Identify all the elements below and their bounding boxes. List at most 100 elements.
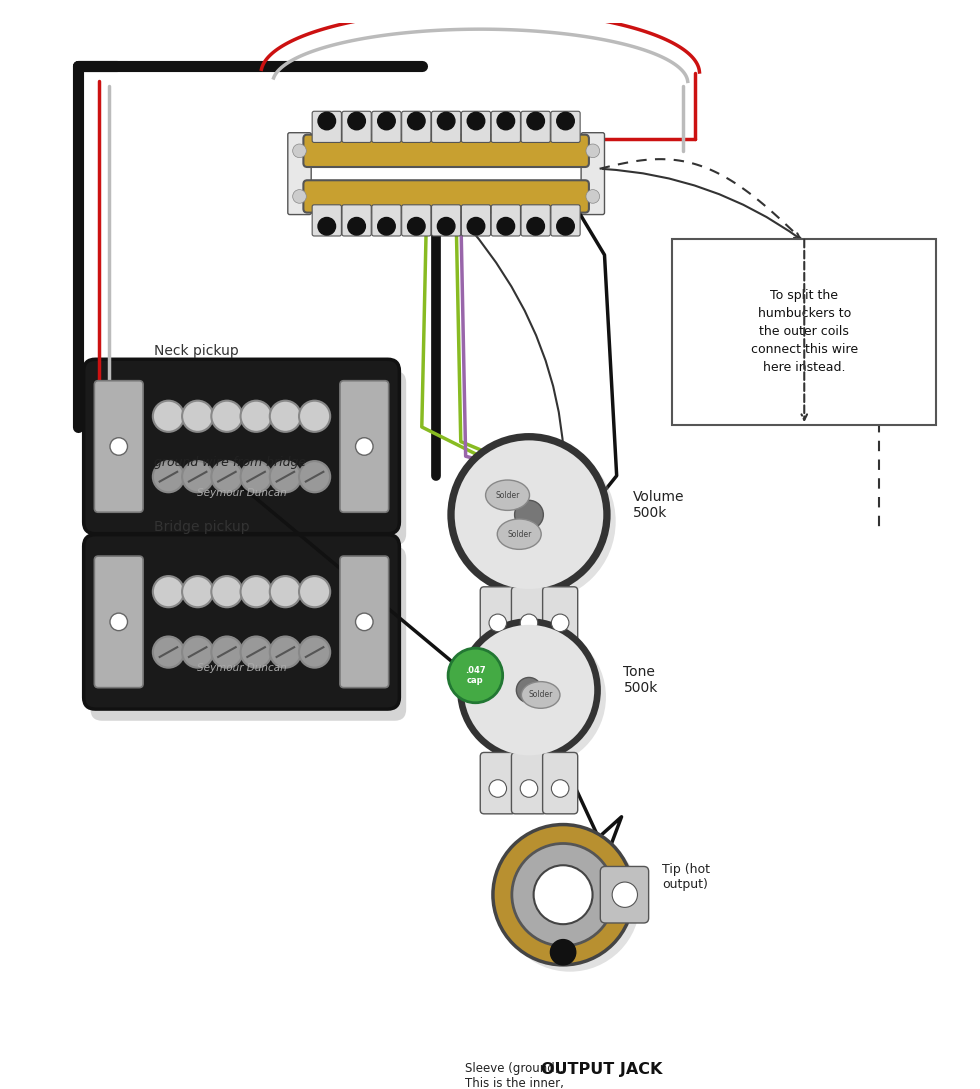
Text: Seymour Duncan: Seymour Duncan (197, 488, 286, 498)
Circle shape (497, 218, 514, 235)
FancyBboxPatch shape (462, 111, 491, 143)
Circle shape (299, 576, 330, 608)
FancyBboxPatch shape (491, 111, 520, 143)
FancyBboxPatch shape (340, 381, 389, 512)
FancyBboxPatch shape (94, 556, 143, 687)
FancyBboxPatch shape (288, 133, 312, 215)
Circle shape (466, 627, 606, 767)
Circle shape (520, 614, 538, 632)
Circle shape (270, 401, 301, 432)
Text: OUTPUT JACK: OUTPUT JACK (541, 1063, 662, 1077)
Circle shape (293, 144, 307, 158)
Text: Solder: Solder (528, 690, 553, 699)
FancyBboxPatch shape (402, 205, 431, 236)
Text: Tip (hot
output): Tip (hot output) (662, 864, 710, 891)
Circle shape (212, 636, 242, 668)
Circle shape (455, 440, 604, 589)
FancyBboxPatch shape (480, 587, 515, 648)
FancyBboxPatch shape (512, 752, 547, 813)
FancyBboxPatch shape (543, 752, 577, 813)
Circle shape (464, 625, 594, 756)
Circle shape (318, 112, 335, 130)
FancyBboxPatch shape (90, 547, 406, 721)
Circle shape (520, 780, 538, 797)
Circle shape (348, 218, 366, 235)
FancyBboxPatch shape (431, 205, 461, 236)
Circle shape (182, 636, 214, 668)
FancyBboxPatch shape (371, 111, 401, 143)
FancyBboxPatch shape (581, 133, 605, 215)
Circle shape (557, 218, 574, 235)
FancyBboxPatch shape (512, 587, 547, 648)
Circle shape (377, 218, 395, 235)
Text: Bridge pickup: Bridge pickup (154, 519, 250, 534)
Circle shape (212, 461, 242, 492)
FancyBboxPatch shape (94, 381, 143, 512)
Circle shape (534, 866, 593, 925)
Circle shape (552, 614, 569, 632)
Circle shape (527, 218, 545, 235)
FancyBboxPatch shape (601, 867, 649, 923)
Text: Tone
500k: Tone 500k (623, 665, 658, 696)
FancyBboxPatch shape (83, 359, 400, 534)
Circle shape (489, 780, 507, 797)
FancyBboxPatch shape (521, 111, 551, 143)
Circle shape (212, 401, 242, 432)
Circle shape (240, 576, 271, 608)
Circle shape (612, 882, 638, 907)
FancyBboxPatch shape (342, 111, 371, 143)
Circle shape (240, 401, 271, 432)
Circle shape (467, 218, 485, 235)
Ellipse shape (485, 480, 529, 511)
Circle shape (240, 461, 271, 492)
Circle shape (299, 461, 330, 492)
Circle shape (270, 636, 301, 668)
Circle shape (408, 112, 425, 130)
Text: Solder: Solder (495, 491, 519, 500)
Circle shape (299, 636, 330, 668)
FancyBboxPatch shape (313, 111, 341, 143)
Circle shape (153, 401, 184, 432)
Text: .047
cap: .047 cap (466, 665, 486, 685)
FancyBboxPatch shape (521, 205, 551, 236)
FancyBboxPatch shape (313, 205, 341, 236)
Circle shape (527, 112, 545, 130)
Circle shape (212, 576, 242, 608)
FancyBboxPatch shape (672, 238, 936, 425)
Circle shape (182, 401, 214, 432)
Circle shape (377, 112, 395, 130)
Circle shape (516, 677, 542, 702)
Circle shape (110, 613, 127, 631)
Text: Volume
500k: Volume 500k (633, 490, 685, 521)
Text: ground wire from bridge: ground wire from bridge (154, 456, 306, 469)
FancyBboxPatch shape (491, 205, 520, 236)
FancyBboxPatch shape (551, 205, 580, 236)
Text: Seymour Duncan: Seymour Duncan (197, 663, 286, 673)
Ellipse shape (521, 682, 560, 708)
Circle shape (182, 461, 214, 492)
Circle shape (467, 112, 485, 130)
Circle shape (270, 461, 301, 492)
Circle shape (356, 613, 373, 631)
Circle shape (456, 442, 615, 601)
Circle shape (318, 218, 335, 235)
Circle shape (586, 144, 600, 158)
Circle shape (356, 438, 373, 455)
FancyBboxPatch shape (431, 111, 461, 143)
Text: Sleeve (ground).
This is the inner,
circular portion of
the jack: Sleeve (ground). This is the inner, circ… (462, 1063, 566, 1089)
Text: Neck pickup: Neck pickup (154, 344, 238, 358)
Circle shape (557, 112, 574, 130)
Circle shape (500, 831, 640, 971)
Circle shape (586, 189, 600, 204)
Text: To split the
humbuckers to
the outer coils
connect this wire
here instead.: To split the humbuckers to the outer coi… (751, 290, 858, 375)
FancyBboxPatch shape (551, 111, 580, 143)
FancyBboxPatch shape (480, 752, 515, 813)
FancyBboxPatch shape (90, 371, 406, 546)
Circle shape (512, 844, 614, 946)
FancyBboxPatch shape (304, 135, 589, 167)
FancyBboxPatch shape (402, 111, 431, 143)
Circle shape (449, 435, 609, 595)
FancyBboxPatch shape (304, 181, 589, 212)
Circle shape (437, 112, 455, 130)
Ellipse shape (497, 519, 541, 549)
